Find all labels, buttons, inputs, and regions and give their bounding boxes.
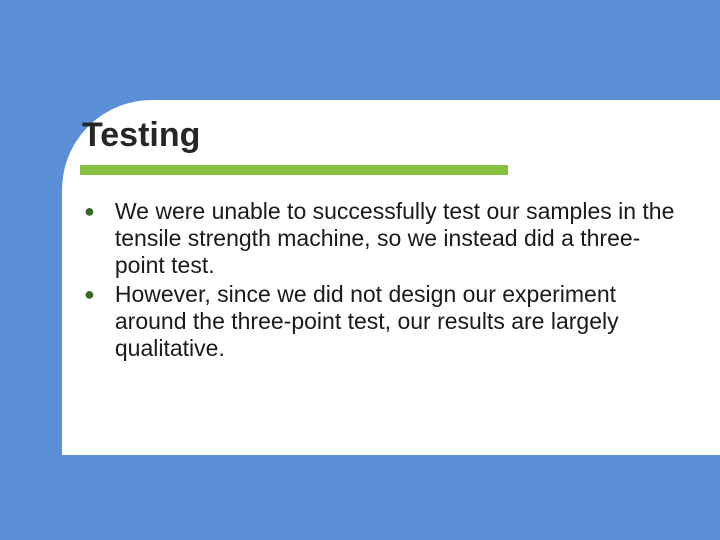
list-item: ● We were unable to successfully test ou… xyxy=(82,198,682,279)
bullet-text: We were unable to successfully test our … xyxy=(115,198,682,279)
slide-title: Testing xyxy=(82,116,200,155)
slide: Testing ● We were unable to successfully… xyxy=(0,0,720,540)
bullet-icon: ● xyxy=(84,281,95,308)
accent-bar xyxy=(80,165,508,175)
list-item: ● However, since we did not design our e… xyxy=(82,281,682,362)
bullet-list: ● We were unable to successfully test ou… xyxy=(82,198,682,364)
bullet-text: However, since we did not design our exp… xyxy=(115,281,682,362)
bullet-icon: ● xyxy=(84,198,95,225)
